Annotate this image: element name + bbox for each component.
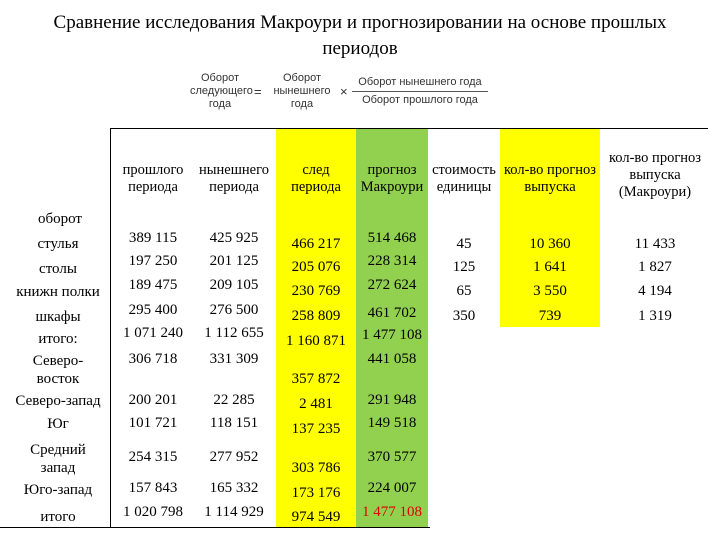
formula-right-num: Оборот нынешнего года [358,76,482,88]
prev-southwest: 157 843 [128,480,178,496]
forecast-midwest: 370 577 [367,449,417,465]
forecast-total2: 1 477 108 [362,504,422,520]
forecast-chairs: 514 468 [367,230,417,246]
formula-equals: = [254,84,262,99]
forecast-northeast: 441 058 [367,351,417,367]
header-next-period: след периода [291,162,341,195]
header-unit-cost: стоимость единицы [432,162,496,195]
qtym-tables: 1 827 [638,259,672,275]
label-cabinets: шкафы [35,309,81,325]
formula-mid-mid: нынешнего [273,85,331,97]
curr-bookshelves: 209 105 [209,277,259,293]
cost-tables: 125 [452,259,476,275]
formula-left-top: Оборот [200,72,239,84]
label-bookshelves: книжн полки [16,284,100,300]
prev-cabinets: 295 400 [128,302,178,318]
prev-chairs: 389 115 [128,230,178,246]
label-midwest: Средний запад [30,442,86,476]
prev-total2: 1 020 798 [123,504,183,520]
formula-mid-bot: года [290,98,314,110]
prev-south: 101 721 [128,415,178,431]
forecast-northwest: 291 948 [367,392,417,408]
label-southwest: Юго-запад [23,482,93,498]
table-border-top [110,128,708,129]
curr-tables: 201 125 [209,253,259,269]
table-border-bottom [0,527,430,528]
prev-northwest: 200 201 [128,392,178,408]
cost-chairs: 45 [456,236,472,252]
qty-bookshelves: 3 550 [533,283,567,299]
header-forecast-macrouri: прогноз Макроури [360,162,424,195]
label-northeast: Северо-восток [32,353,84,387]
next-total1: 1 160 871 [286,333,346,349]
next-northwest: 2 481 [299,396,333,412]
curr-northeast: 331 309 [209,351,259,367]
formula: Оборот следующего года = Оборот нынешнег… [190,68,500,114]
next-south: 137 235 [291,421,341,437]
curr-total2: 1 114 929 [204,504,264,520]
next-southwest: 173 176 [291,485,341,501]
header-curr-period: нынешнего периода [199,162,269,195]
formula-left-bot: года [208,98,232,110]
header-qty-forecast: кол-во прогноз выпуска [504,162,596,195]
prev-northeast: 306 718 [128,351,178,367]
qtym-chairs: 11 433 [634,236,676,252]
curr-chairs: 425 925 [209,230,259,246]
next-period-column [276,129,356,527]
curr-total1: 1 112 655 [204,325,264,341]
curr-cabinets: 276 500 [209,302,259,318]
next-bookshelves: 230 769 [291,283,341,299]
formula-right-den: Оборот прошлого года [362,94,478,106]
forecast-total1: 1 477 108 [362,327,422,343]
label-south: Юг [47,416,69,432]
label-northwest: Северо-запад [15,393,101,409]
qty-chairs: 10 360 [529,236,571,252]
label-tables: столы [39,261,77,277]
prev-bookshelves: 189 475 [128,277,178,293]
next-total2: 974 549 [291,509,341,525]
page-title: Сравнение исследования Макроури и прогно… [53,12,667,59]
forecast-bookshelves: 272 624 [367,277,417,293]
next-tables: 205 076 [291,259,341,275]
prev-total1: 1 071 240 [123,325,183,341]
qty-cabinets: 739 [538,308,562,324]
next-chairs: 466 217 [291,236,341,252]
forecast-south: 149 518 [367,415,417,431]
label-total1: итого: [38,331,78,347]
label-chairs: стулья [37,236,79,252]
header-prev-period: прошлого периода [122,162,184,195]
prev-tables: 197 250 [128,253,178,269]
cost-cabinets: 350 [452,308,476,324]
forecast-tables: 228 314 [367,253,417,269]
label-total2: итого [40,509,76,525]
curr-southwest: 165 332 [209,480,259,496]
prev-midwest: 254 315 [128,449,178,465]
formula-times: × [340,84,348,99]
qty-tables: 1 641 [533,259,567,275]
formula-left-mid: следующего [190,85,253,97]
qtym-cabinets: 1 319 [638,308,672,324]
header-qty-forecast-macrouri: кол-во прогноз выпуска (Макроури) [609,150,701,200]
formula-fraction-line [352,91,488,92]
qty-forecast-column [500,129,600,327]
next-northeast: 357 872 [291,371,341,387]
forecast-southwest: 224 007 [367,480,417,496]
next-cabinets: 258 809 [291,308,341,324]
forecast-cabinets: 461 702 [367,305,417,321]
forecast-column [356,129,428,527]
formula-mid-top: Оборот [282,72,321,84]
curr-south: 118 151 [209,415,259,431]
cost-bookshelves: 65 [456,283,472,299]
curr-midwest: 277 952 [209,449,259,465]
label-oborot: оборот [38,211,82,227]
qtym-bookshelves: 4 194 [638,283,672,299]
curr-northwest: 22 285 [213,392,255,408]
next-midwest: 303 786 [291,460,341,476]
table-border-left [110,128,111,528]
